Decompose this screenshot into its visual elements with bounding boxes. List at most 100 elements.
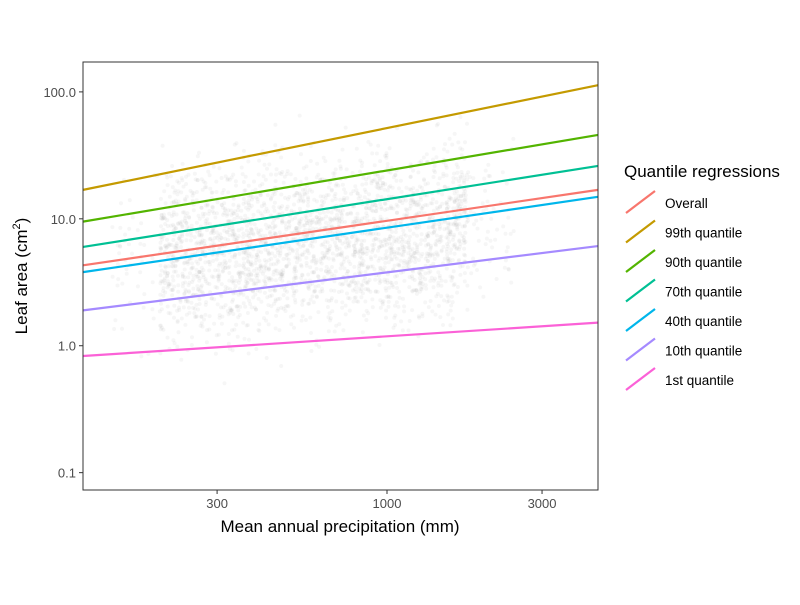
scatter-point [285, 252, 290, 257]
scatter-point [263, 279, 268, 284]
scatter-point [371, 231, 375, 236]
scatter-point [168, 311, 173, 316]
scatter-point [458, 174, 463, 179]
scatter-point [458, 194, 463, 199]
scatter-point [410, 276, 415, 281]
scatter-point [417, 270, 421, 275]
scatter-point [211, 275, 216, 280]
scatter-point [205, 202, 210, 207]
scatter-point [218, 232, 223, 237]
scatter-point [271, 190, 276, 195]
scatter-point [305, 221, 310, 226]
scatter-point [238, 271, 243, 276]
scatter-point [180, 210, 185, 215]
scatter-point [319, 256, 323, 261]
scatter-point [431, 146, 436, 151]
scatter-point [397, 246, 402, 251]
scatter-point [391, 235, 396, 240]
scatter-point [285, 172, 289, 177]
scatter-point [299, 216, 304, 221]
scatter-point [169, 214, 174, 218]
scatter-point [190, 335, 194, 340]
scatter-point [214, 211, 219, 216]
scatter-point [283, 195, 288, 200]
scatter-point [166, 283, 171, 288]
scatter-point [377, 245, 382, 250]
scatter-point [327, 216, 332, 221]
scatter-point [398, 198, 403, 203]
scatter-point [340, 250, 345, 255]
scatter-point [127, 198, 132, 203]
scatter-point [243, 279, 248, 284]
scatter-point [283, 309, 288, 313]
scatter-point [444, 249, 449, 254]
scatter-point [269, 256, 274, 261]
scatter-point [361, 313, 366, 318]
scatter-point [230, 299, 235, 304]
scatter-point [273, 223, 278, 228]
scatter-point [256, 228, 261, 233]
scatter-point [455, 225, 460, 230]
scatter-point [276, 259, 281, 264]
scatter-point [294, 190, 299, 195]
scatter-point [256, 249, 261, 254]
scatter-point [391, 285, 396, 289]
scatter-point [379, 207, 384, 211]
scatter-point [341, 328, 346, 333]
scatter-point [425, 233, 430, 238]
scatter-point [413, 256, 418, 261]
scatter-point [167, 282, 172, 286]
scatter-point [115, 262, 120, 267]
scatter-point [110, 225, 115, 230]
scatter-point [399, 252, 404, 257]
scatter-point [203, 302, 208, 307]
scatter-point [329, 296, 334, 301]
scatter-point [333, 197, 338, 201]
scatter-point [176, 283, 181, 288]
scatter-point [384, 255, 389, 260]
scatter-point [166, 243, 171, 248]
scatter-point [308, 213, 313, 218]
scatter-point [327, 311, 332, 316]
scatter-point [254, 255, 259, 260]
scatter-point [380, 302, 385, 307]
scatter-point [233, 232, 237, 237]
scatter-point [434, 239, 439, 244]
scatter-point [394, 237, 399, 242]
scatter-point [413, 260, 418, 264]
scatter-point [319, 217, 324, 222]
scatter-point [232, 232, 237, 237]
scatter-point [388, 206, 393, 211]
scatter-point [159, 216, 164, 221]
scatter-point [364, 246, 369, 251]
scatter-point [160, 279, 165, 284]
scatter-point [207, 221, 212, 226]
scatter-point [448, 222, 453, 227]
scatter-point [328, 219, 332, 224]
scatter-point [166, 282, 171, 287]
scatter-point [383, 286, 388, 291]
scatter-point [277, 230, 282, 235]
scatter-point [198, 256, 203, 261]
legend-key [625, 278, 656, 303]
scatter-point [278, 248, 283, 253]
scatter-point [271, 269, 276, 274]
scatter-point [158, 196, 163, 201]
scatter-point [337, 246, 342, 251]
scatter-point [247, 270, 252, 274]
scatter-point [430, 201, 435, 206]
scatter-point [298, 179, 303, 184]
scatter-point [185, 211, 190, 216]
scatter-point [374, 206, 379, 210]
scatter-point [475, 268, 479, 272]
scatter-point [360, 251, 365, 256]
scatter-point [161, 293, 166, 298]
scatter-point [175, 318, 180, 323]
scatter-point [198, 239, 203, 244]
scatter-point [284, 264, 289, 269]
scatter-point [233, 264, 238, 269]
scatter-point [326, 185, 331, 190]
scatter-point [235, 304, 240, 309]
scatter-point [386, 260, 391, 265]
scatter-point [432, 222, 437, 227]
